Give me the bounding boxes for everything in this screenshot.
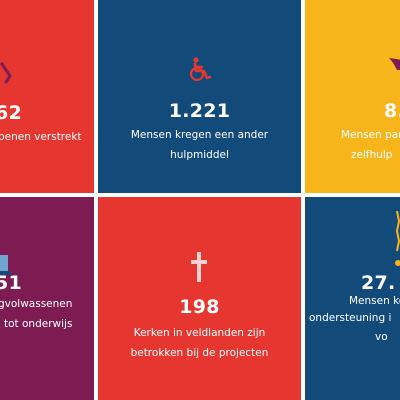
stat-number: 62 (0, 102, 22, 124)
stat-description-line: betrokken bij de projecten (130, 347, 269, 359)
stat-number: 8.4 (384, 100, 400, 122)
stat-number: 198 (179, 296, 220, 318)
stat-number: 27. (361, 272, 396, 294)
stat-tile-support: 27. Mensen ko ondersteuning i vo (305, 197, 400, 400)
stat-tile-selfhelp: 8.4 Mensen par zelfhulp (305, 0, 400, 193)
stat-description-line: Mensen kregen een ander (130, 129, 269, 141)
wheelchair-icon (189, 57, 212, 82)
stat-number: 51 (0, 272, 22, 294)
stat-tile-education: 51 gvolwassenen tot onderwijs (0, 197, 94, 400)
stat-description-line: benen verstrekt (0, 131, 82, 143)
heart-hands-icon (389, 58, 400, 70)
stat-description-line: Kerken in veldlanden zijn (133, 327, 266, 339)
crutch-icon (0, 62, 12, 84)
cross-icon (191, 252, 207, 282)
stat-tile-aids: 1.221 Mensen kregen een ander hulpmiddel (98, 0, 301, 193)
stat-description-line: tot onderwijs (4, 318, 73, 330)
stat-description-line: ondersteuning i (309, 312, 392, 324)
stat-description-line: vo (375, 331, 388, 343)
stat-description-line: zelfhulp (351, 149, 393, 161)
stat-number: 1.221 (168, 100, 231, 122)
support-icon (395, 211, 400, 266)
stat-description-line: Mensen ko (349, 295, 400, 307)
laptop-icon (0, 255, 11, 275)
stat-description-line: gvolwassenen (0, 298, 73, 310)
stat-description-line: Mensen par (341, 129, 400, 141)
stat-tile-prostheses: 62 benen verstrekt (0, 0, 94, 193)
stat-tile-churches: 198 Kerken in veldlanden zijn betrokken … (98, 197, 301, 400)
stat-description-line: hulpmiddel (170, 149, 229, 161)
